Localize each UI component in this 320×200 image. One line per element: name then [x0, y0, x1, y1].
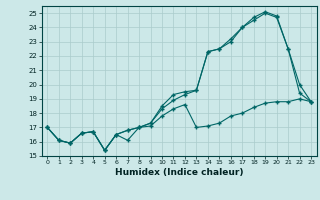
X-axis label: Humidex (Indice chaleur): Humidex (Indice chaleur) [115, 168, 244, 177]
